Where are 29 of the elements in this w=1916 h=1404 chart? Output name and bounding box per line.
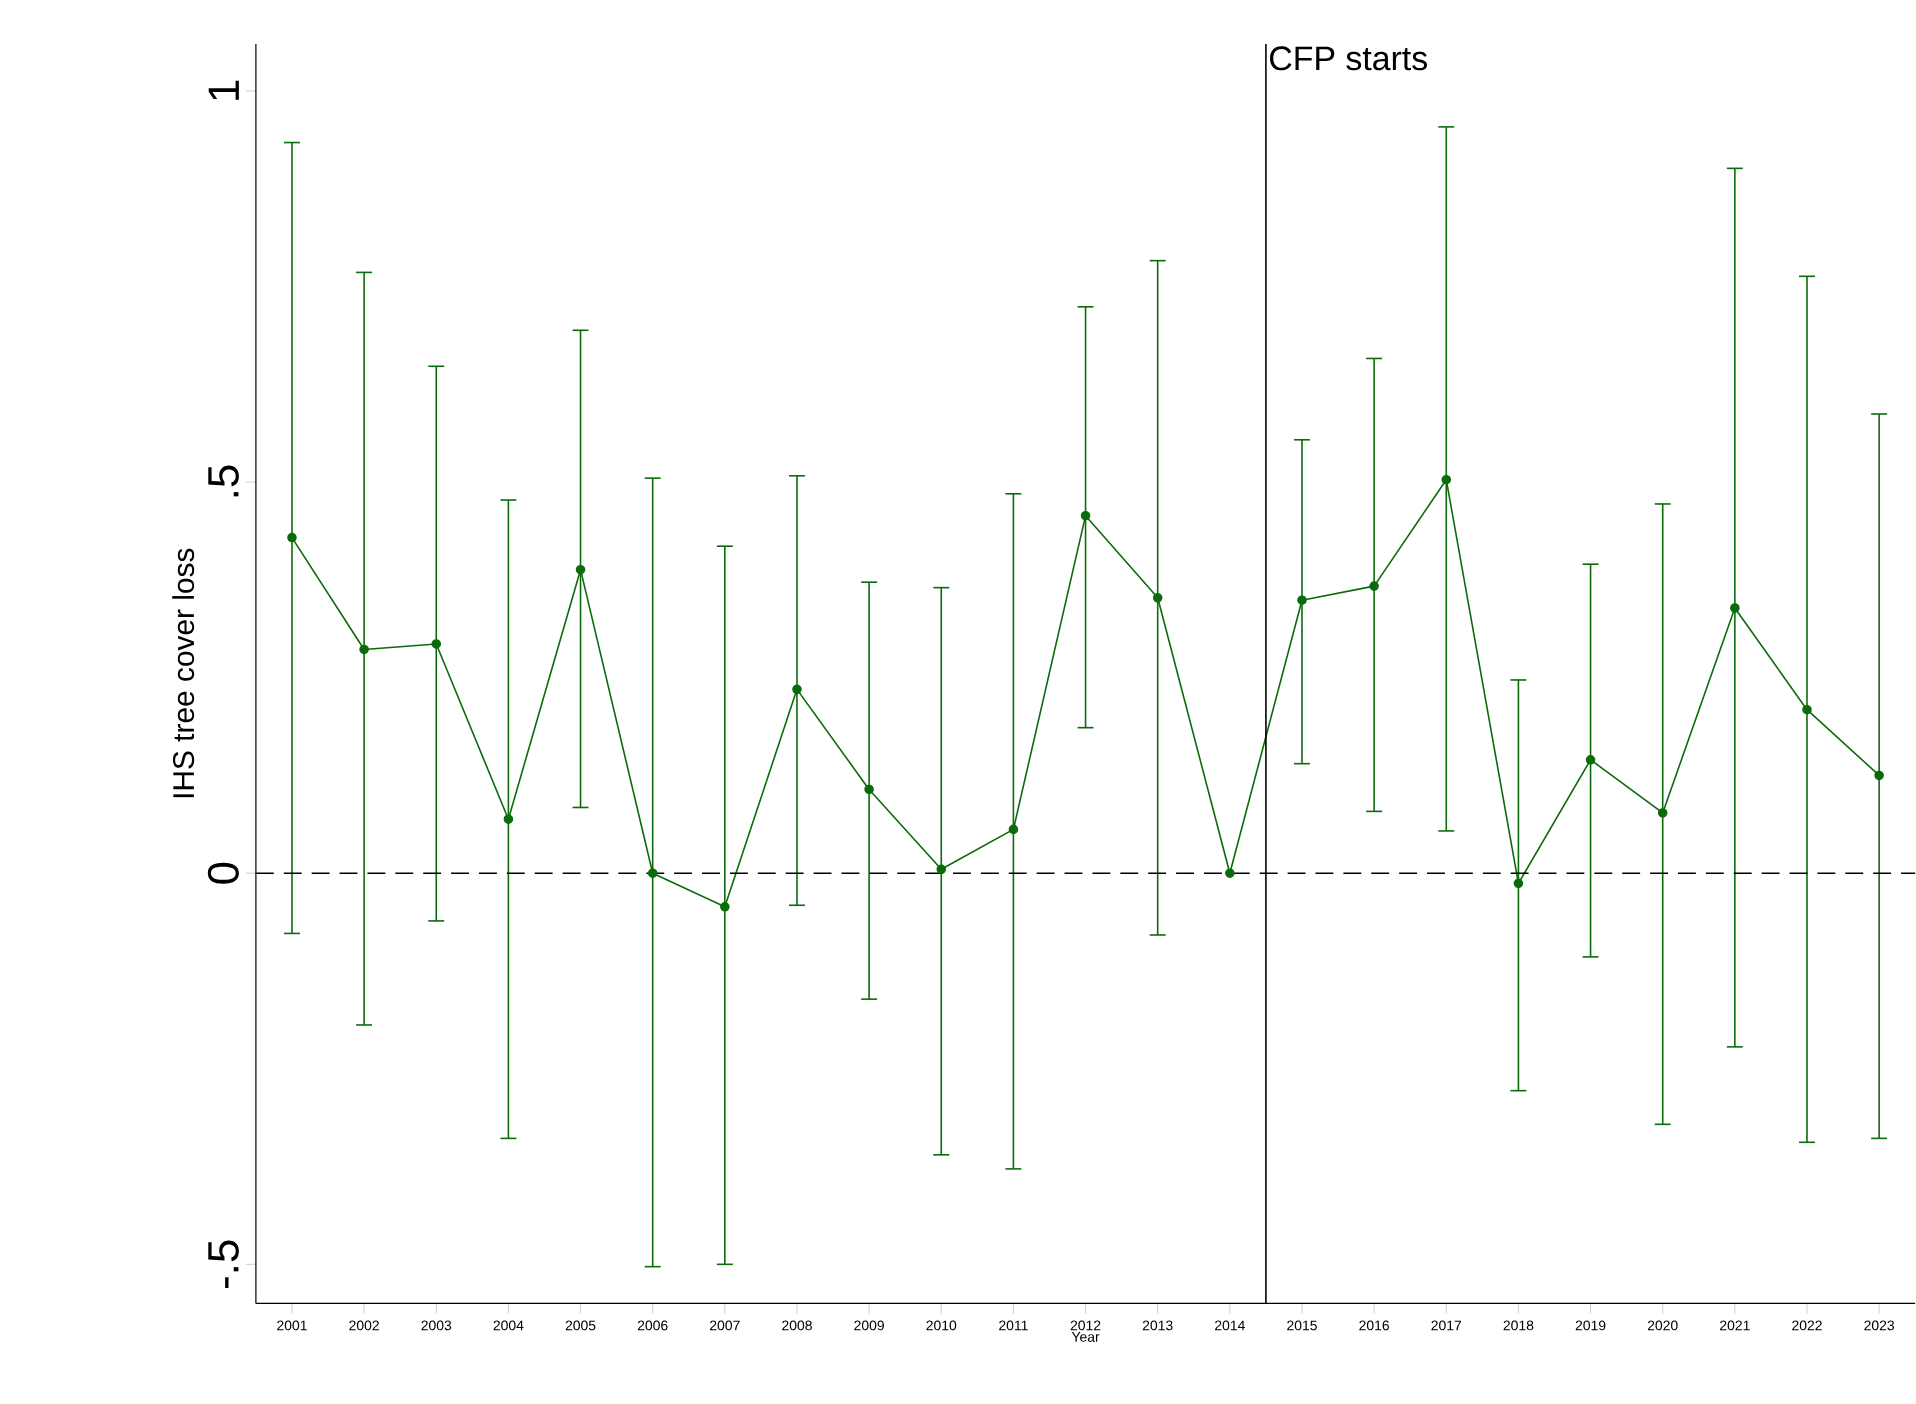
point [1730,603,1740,614]
point [1369,581,1379,592]
point [503,814,514,825]
y-axis-title: IHS tree cover loss [172,548,195,798]
point [1225,868,1235,879]
y-tick-label: -.5 [208,1240,239,1289]
point [1802,705,1812,715]
ref-line-label: CFP starts [1270,46,1427,71]
point [287,533,297,543]
point [647,868,658,879]
point [1008,824,1019,835]
point [720,902,730,912]
point [359,644,369,655]
point [575,565,586,575]
y-tick-label: 1 [208,81,239,101]
y-tick-label: .5 [208,465,239,497]
point [1657,808,1668,819]
point [864,784,874,795]
point [1585,755,1596,765]
point [1874,770,1884,781]
point [792,684,802,695]
point [1152,593,1163,603]
point [1513,878,1524,889]
point [1441,475,1452,485]
point [431,639,442,650]
point [936,864,947,875]
point [1080,511,1091,521]
point [1297,595,1307,606]
y-tick-label: 0 [207,863,239,884]
